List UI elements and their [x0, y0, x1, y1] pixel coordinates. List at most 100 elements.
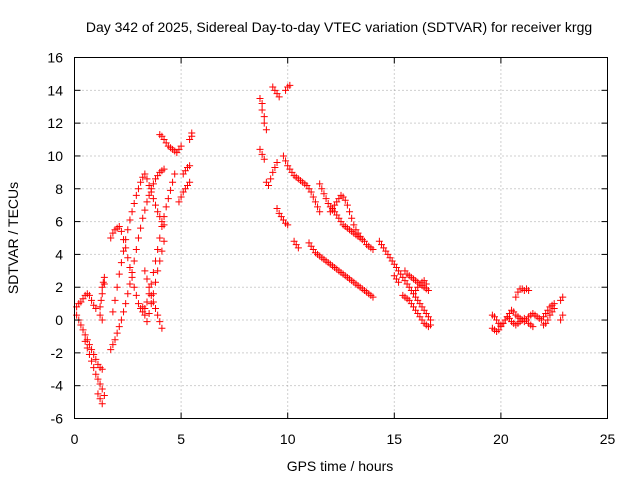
data-point [90, 364, 98, 372]
data-point [132, 245, 140, 253]
data-point [107, 234, 115, 242]
data-point [120, 236, 128, 244]
data-point [348, 214, 356, 222]
data-point [97, 296, 105, 304]
data-point [152, 278, 160, 286]
data-point [177, 142, 185, 150]
data-point [171, 170, 179, 178]
data-point [265, 181, 273, 189]
data-point [130, 283, 138, 291]
y-tick-label: 2 [55, 279, 63, 295]
data-point [557, 316, 565, 324]
data-point [134, 234, 142, 242]
y-tick-label: 4 [55, 246, 63, 262]
y-tick-label: 10 [47, 148, 63, 164]
y-tick-label: 0 [55, 312, 63, 328]
series-late-morning [139, 129, 196, 332]
data-point [111, 336, 119, 344]
data-point [122, 244, 130, 252]
data-point [117, 259, 125, 267]
data-point [395, 278, 403, 286]
data-point [137, 224, 145, 232]
data-point [162, 203, 170, 211]
x-tick-label: 0 [71, 431, 79, 447]
data-point [124, 254, 132, 262]
data-point [258, 99, 266, 107]
data-point [175, 198, 183, 206]
data-point [311, 198, 319, 206]
data-point [130, 257, 138, 265]
data-point [343, 201, 351, 209]
data-point [145, 283, 153, 291]
data-point [98, 385, 106, 393]
data-point [147, 291, 155, 299]
data-point [156, 257, 164, 265]
data-point [88, 296, 96, 304]
data-point [307, 188, 315, 196]
x-tick-label: 15 [387, 431, 403, 447]
data-point [96, 395, 104, 403]
y-tick-label: -4 [51, 378, 64, 394]
data-point [141, 311, 149, 319]
data-point [256, 95, 264, 103]
data-point [559, 311, 567, 319]
data-point [128, 208, 136, 216]
data-point [132, 191, 140, 199]
data-point [369, 245, 377, 253]
series-evening-peak [256, 81, 377, 301]
data-point [141, 170, 149, 178]
data-point [316, 208, 324, 216]
data-point [177, 193, 185, 201]
data-point [99, 278, 107, 286]
data-point [273, 204, 281, 212]
data-point [158, 247, 166, 255]
data-point [143, 175, 151, 183]
x-tick-label: 10 [280, 431, 296, 447]
data-point [341, 196, 349, 204]
data-point [149, 180, 157, 188]
data-point [115, 323, 123, 331]
y-tick-label: 12 [47, 115, 63, 131]
data-point [271, 163, 279, 171]
y-tick-label: -6 [51, 411, 64, 427]
data-point [141, 206, 149, 214]
data-point [107, 346, 115, 354]
series-night-tail [375, 237, 435, 331]
data-point [126, 280, 134, 288]
data-point [154, 208, 162, 216]
data-point [145, 309, 153, 317]
data-point [164, 195, 172, 203]
data-point [98, 365, 106, 373]
series-dawn-arcs [107, 165, 179, 354]
data-point [322, 195, 330, 203]
data-point [81, 337, 89, 345]
data-point [269, 168, 277, 176]
data-point [186, 178, 194, 186]
data-point [160, 213, 168, 221]
data-point [260, 155, 268, 163]
data-point [81, 331, 89, 339]
data-point [147, 188, 155, 196]
data-point [422, 280, 430, 288]
y-axis: -6 -4 -2 0 2 4 6 8 10 12 14 16 [47, 50, 608, 427]
data-point [544, 316, 552, 324]
data-point [424, 287, 432, 295]
data-point [160, 165, 168, 173]
data-point [115, 270, 123, 278]
y-tick-label: 14 [47, 82, 63, 98]
data-point [77, 321, 85, 329]
data-point [262, 126, 270, 134]
data-point [100, 280, 108, 288]
data-point [260, 119, 268, 127]
data-point [143, 318, 151, 326]
data-point [113, 283, 121, 291]
data-point [124, 290, 132, 298]
data-point [260, 113, 268, 121]
data-point [126, 264, 134, 272]
data-point [141, 267, 149, 275]
data-point [267, 175, 275, 183]
data-point [369, 293, 377, 301]
data-point [128, 273, 136, 281]
data-point [188, 129, 196, 137]
